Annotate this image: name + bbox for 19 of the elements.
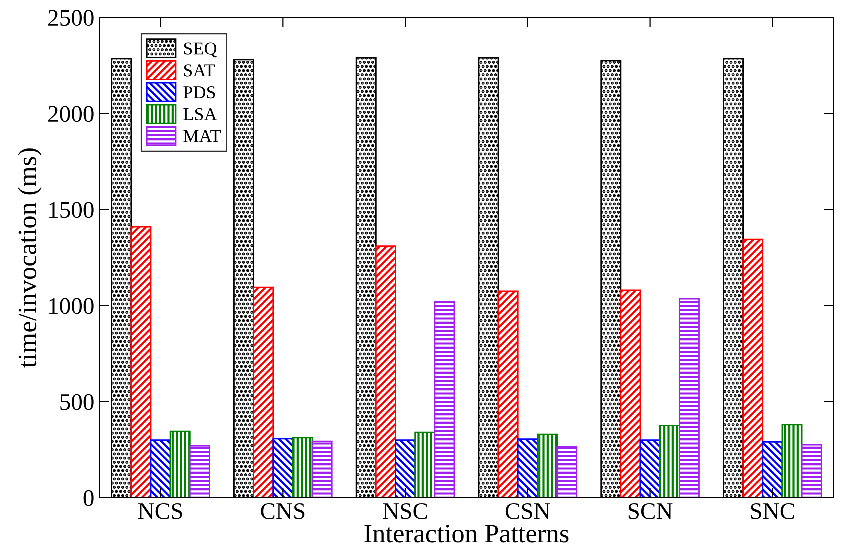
x-tick-label: NSC bbox=[383, 504, 428, 520]
legend-label: LSA bbox=[184, 108, 218, 121]
x-tick-label: CNS bbox=[261, 504, 305, 520]
y-tick-label: 1000 bbox=[50, 298, 94, 314]
y-axis-title: time/invocation (ms) bbox=[18, 148, 42, 368]
x-tick-label: CSN bbox=[506, 504, 550, 520]
x-axis-title: Interaction Patterns bbox=[364, 525, 569, 543]
x-tick-label: SNC bbox=[751, 504, 794, 520]
legend-label: PDS bbox=[184, 86, 216, 99]
x-tick-label: NCS bbox=[138, 504, 182, 520]
legend-label: MAT bbox=[184, 130, 222, 142]
y-tick-label: 2500 bbox=[48, 10, 94, 26]
legend-label: SAT bbox=[184, 64, 215, 77]
y-tick-label: 0 bbox=[84, 490, 94, 506]
legend-label: SEQ bbox=[184, 42, 217, 58]
y-tick-label: 1500 bbox=[50, 202, 94, 218]
x-tick-label: SCN bbox=[628, 504, 673, 520]
y-tick-label: 2000 bbox=[48, 106, 94, 122]
y-tick-label: 500 bbox=[60, 394, 94, 410]
